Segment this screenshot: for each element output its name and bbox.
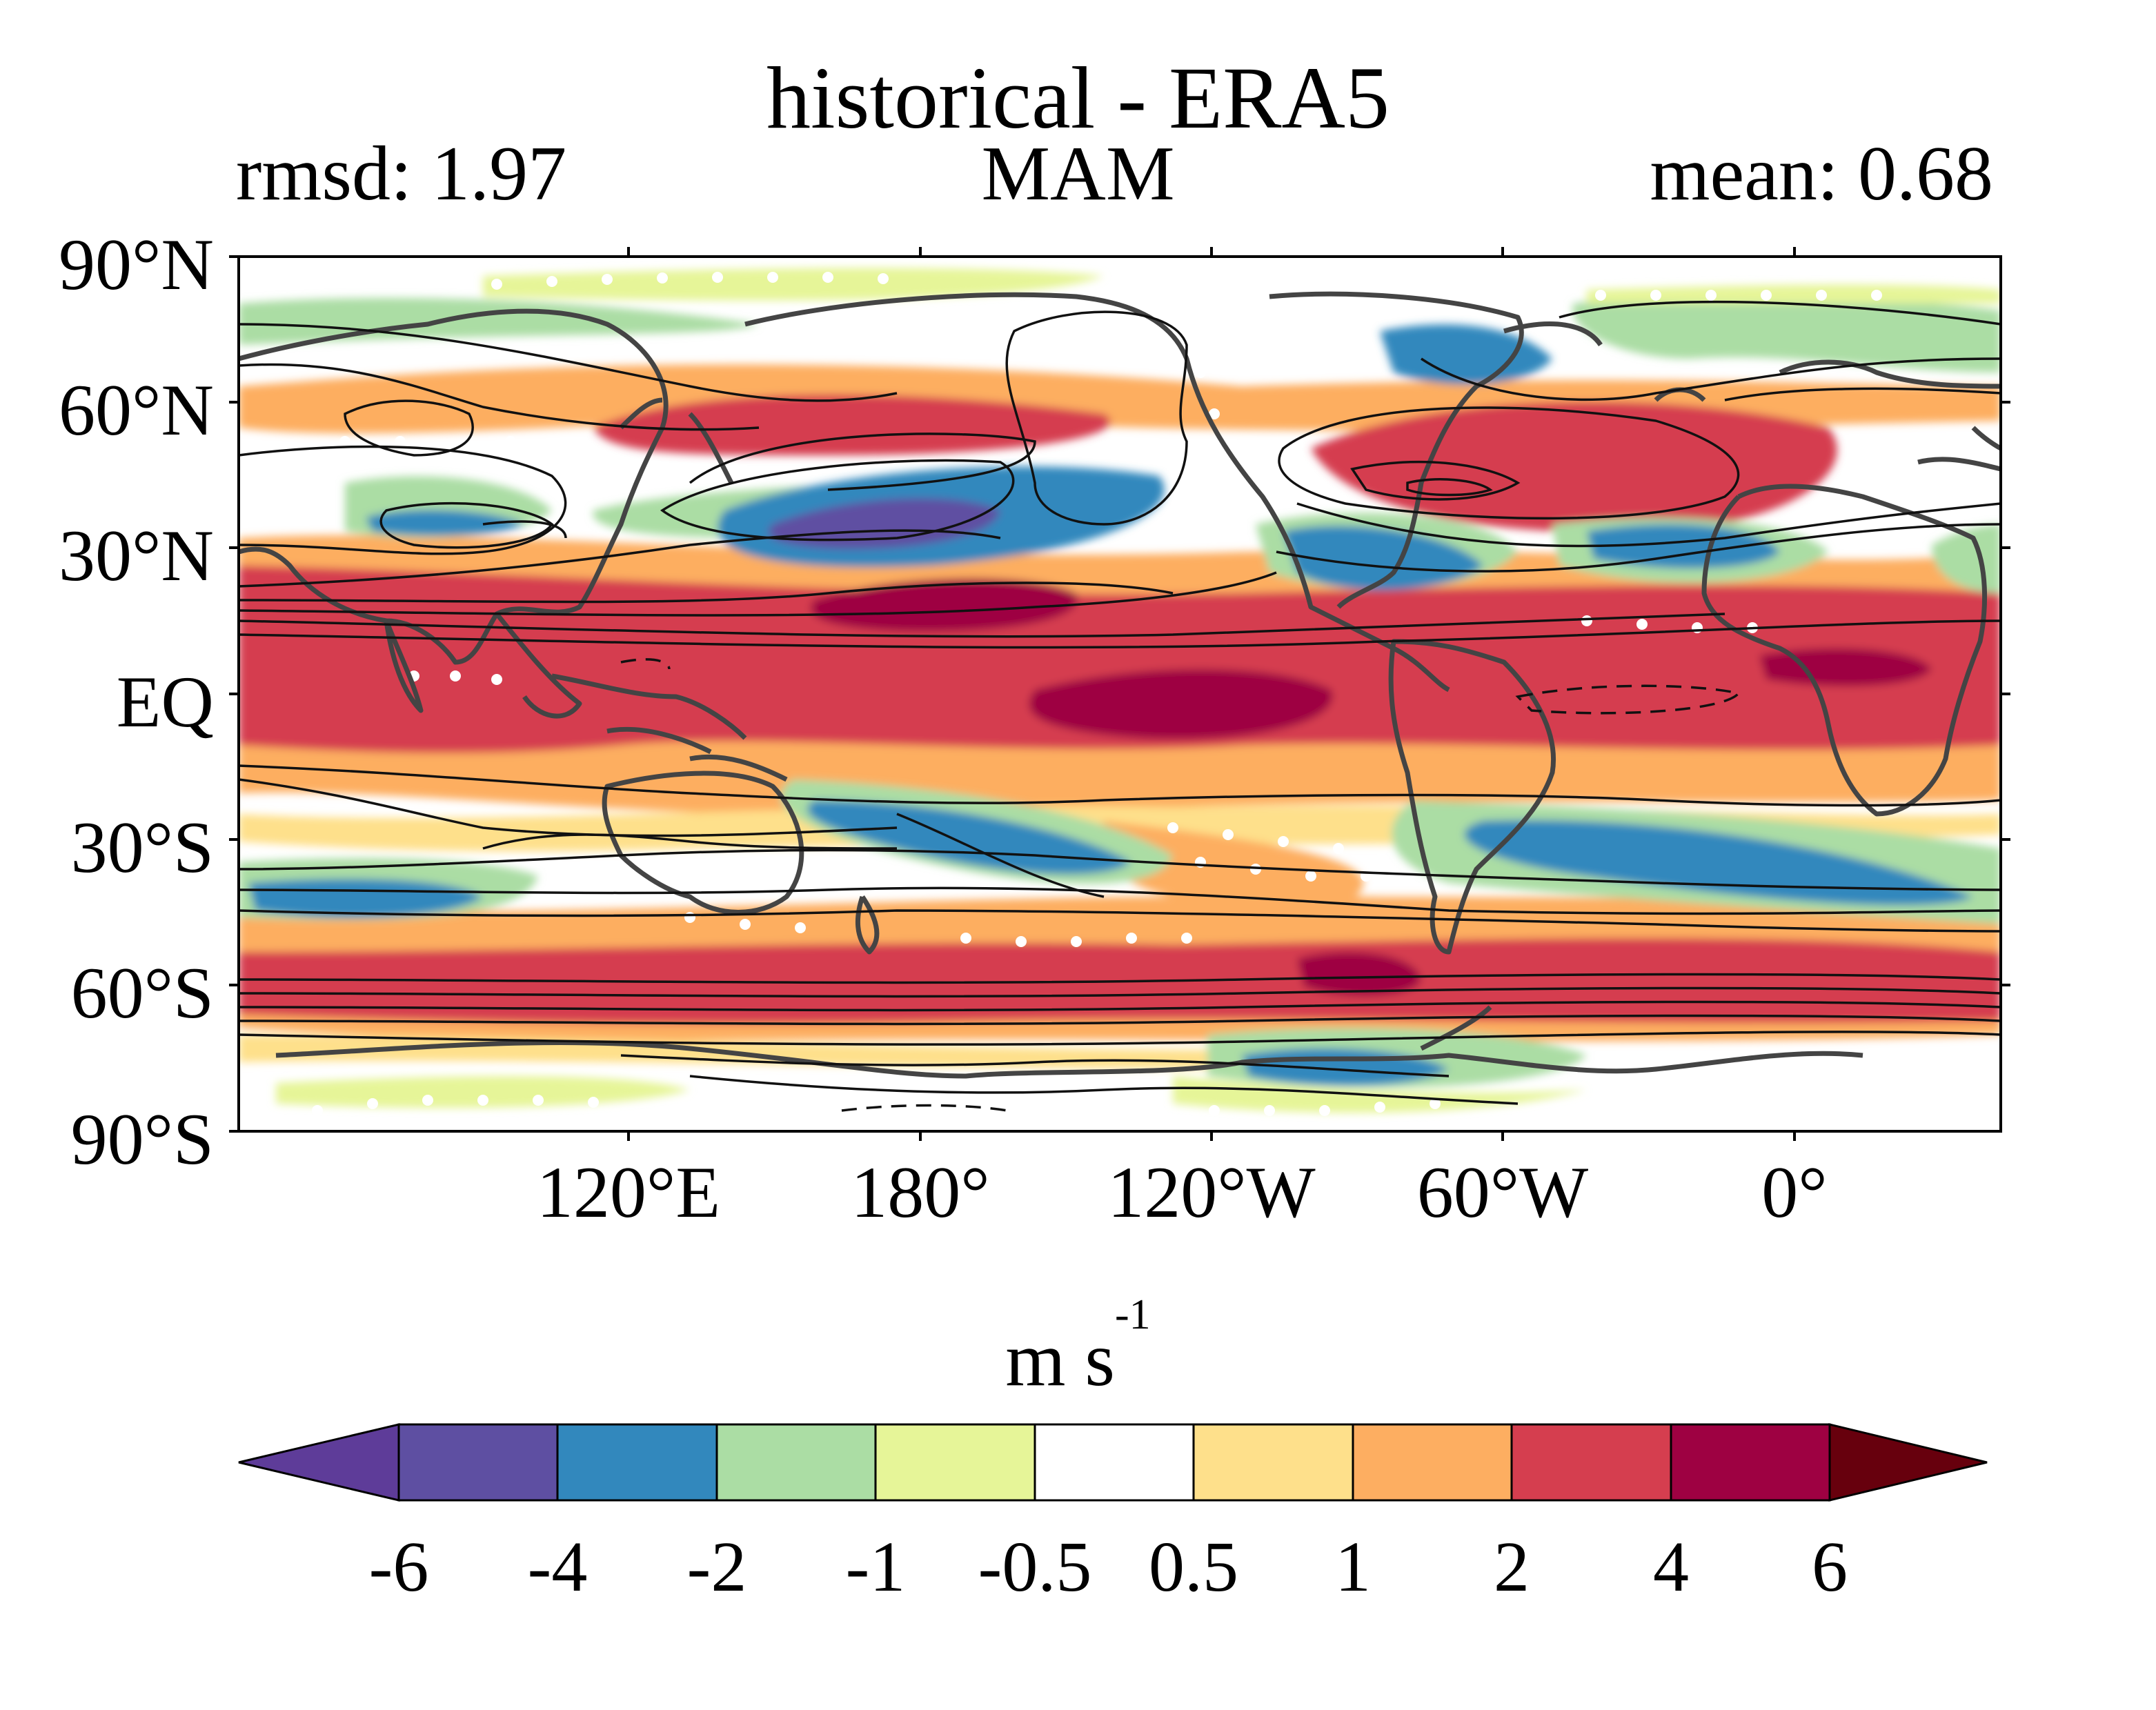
- colorbar-label: -1: [845, 1527, 906, 1607]
- colorbar-label: -6: [368, 1527, 429, 1607]
- colorbar-label: 6: [1812, 1527, 1848, 1607]
- figure-title: historical - ERA5: [767, 49, 1389, 147]
- rmsd-label: rmsd: 1.97: [236, 131, 567, 217]
- wind-anomaly-field: [239, 268, 2001, 1113]
- units-exponent: -1: [1115, 1291, 1151, 1338]
- colorbar-units: m s-1: [0, 1293, 2156, 1398]
- lat-label-30s: 30°S: [70, 807, 214, 888]
- lat-label-90s: 90°S: [70, 1099, 214, 1180]
- lon-label-60w: 60°W: [1416, 1152, 1589, 1233]
- significance-stippling: [284, 272, 1882, 1116]
- units-main: m s: [1005, 1317, 1116, 1402]
- lat-label-eq: EQ: [116, 662, 214, 742]
- climatology-contours: [239, 300, 2001, 1112]
- colorbar-extend-high: [1828, 1423, 1988, 1502]
- colorbar: [238, 1423, 1988, 1502]
- coastlines: [239, 291, 2001, 1079]
- mean-label: mean: 0.68: [1650, 131, 1993, 217]
- season-label: MAM: [981, 131, 1175, 217]
- lat-label-30n: 30°N: [59, 515, 214, 596]
- lat-label-60s: 60°S: [70, 953, 214, 1033]
- colorbar-label: 4: [1653, 1527, 1689, 1607]
- map-frame: [229, 247, 2010, 1141]
- lat-label-90n: 90°N: [59, 224, 214, 305]
- map-plot-area: [239, 257, 2001, 1131]
- colorbar-label: -0.5: [978, 1527, 1092, 1607]
- lon-label-180: 180°: [851, 1152, 990, 1233]
- colorbar-extend-low: [238, 1423, 400, 1502]
- lat-label-60n: 60°N: [59, 370, 214, 450]
- colorbar-label: -4: [527, 1527, 588, 1607]
- lon-label-120e: 120°E: [536, 1152, 721, 1233]
- colorbar-label: 2: [1494, 1527, 1530, 1607]
- lon-label-0: 0°: [1761, 1152, 1828, 1233]
- colorbar-label: -2: [686, 1527, 747, 1607]
- colorbar-label: 1: [1335, 1527, 1371, 1607]
- lon-label-120w: 120°W: [1107, 1152, 1316, 1233]
- colorbar-label: 0.5: [1149, 1527, 1238, 1607]
